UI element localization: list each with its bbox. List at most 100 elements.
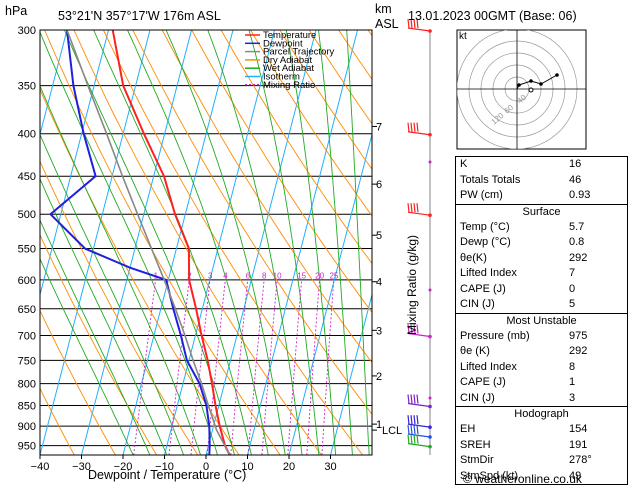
datetime-label: 13.01.2023 00GMT (Base: 06) xyxy=(408,9,577,23)
hodograph-frame xyxy=(456,29,587,150)
pressure-tick-label: 300 xyxy=(18,25,36,37)
surface-row: Lifted Index 7 xyxy=(460,267,576,279)
wind-barb-flag xyxy=(413,203,416,213)
wet-adiabat-line xyxy=(40,30,218,455)
legend-label: Parcel Trajectory xyxy=(263,47,335,58)
dry-adiabat-line xyxy=(73,30,322,455)
wet-adiabat-line xyxy=(40,84,201,455)
location-label: 53°21'N 357°17'W 176m ASL xyxy=(58,9,221,23)
dry-adiabat-line xyxy=(191,30,372,314)
wind-barb-flag xyxy=(410,18,413,29)
height-tick-label: 4 xyxy=(376,277,382,289)
mixing-ratio-line xyxy=(261,279,278,455)
dry-adiabat-line xyxy=(40,160,199,455)
wind-barb xyxy=(407,203,432,217)
wind-barb-flag xyxy=(410,122,413,132)
isotherm-line xyxy=(164,30,275,455)
wind-barb xyxy=(407,394,432,409)
mixing-ratio-label: 4 xyxy=(223,272,228,281)
isotherm-line xyxy=(0,30,26,455)
dry-adiabat-line xyxy=(161,30,372,364)
hodo-row: StmDir 278° xyxy=(460,454,592,466)
legend-label: Dewpoint xyxy=(263,38,303,49)
mixing-ratio-label: 8 xyxy=(262,272,267,281)
wet-adiabat-line xyxy=(248,30,320,455)
wind-barb-flag xyxy=(410,324,413,334)
wind-barb-dot xyxy=(428,425,432,429)
wet-adiabat-line xyxy=(40,133,185,455)
legend-label: Dry Adiabat xyxy=(263,55,312,66)
wet-adiabat-line xyxy=(40,219,151,455)
wet-adiabat-line xyxy=(346,30,370,455)
wind-barb-flag xyxy=(416,424,419,435)
wind-barb-flag xyxy=(410,203,413,213)
hodograph-point xyxy=(517,83,521,87)
mixing-ratio-line xyxy=(133,279,157,455)
legend-label: Wet Adiabat xyxy=(263,63,314,74)
most-unstable-title: Most Unstable xyxy=(506,314,577,327)
hodograph-stats-title: Hodograph xyxy=(514,408,569,420)
wind-barb-shaft xyxy=(407,433,431,438)
pressure-tick-label: 750 xyxy=(18,355,36,367)
hodograph-point xyxy=(555,73,559,77)
storm-motion-marker xyxy=(528,87,534,93)
wind-barb-dot xyxy=(428,435,432,439)
x-axis-title: Dewpoint / Temperature (°C) xyxy=(88,468,247,482)
index-row-pw: PW (cm) 0.93 xyxy=(460,189,591,201)
wind-barb-flag xyxy=(413,122,416,132)
wind-barb-flag xyxy=(416,434,419,444)
lcl-label: LCL xyxy=(382,425,402,437)
pressure-tick-label: 600 xyxy=(18,275,36,287)
mixing-ratio-line xyxy=(306,279,321,455)
isotherm-line xyxy=(205,30,317,455)
mixing-ratio-label: 10 xyxy=(273,272,282,281)
wind-barb-dot xyxy=(428,29,432,33)
dry-adiabat-line xyxy=(40,309,116,455)
wind-barb-flag xyxy=(407,394,410,404)
mixing-ratio-label: 25 xyxy=(329,272,338,281)
credit-link[interactable]: © weatheronline.co.uk xyxy=(463,472,582,486)
asl-unit-label: ASL xyxy=(375,17,399,31)
pressure-unit-label: hPa xyxy=(5,4,28,18)
wet-adiabat-line xyxy=(207,30,303,455)
mixing-ratio-line xyxy=(168,279,190,455)
isotherm-line xyxy=(40,30,68,137)
pressure-tick-label: 550 xyxy=(18,244,36,256)
mixing-ratio-axis-label: Mixing Ratio (g/kg) xyxy=(405,234,419,335)
mu-row: Lifted Index 8 xyxy=(460,360,576,373)
wind-barb-flag xyxy=(413,424,416,435)
temperature-tick-label: 30 xyxy=(324,461,336,473)
wind-barb-flag xyxy=(416,394,419,404)
temperature-tick-label: −30 xyxy=(72,461,91,473)
height-tick-label: 2 xyxy=(376,371,382,383)
height-tick-label: 1 xyxy=(376,419,382,431)
isotherm-line xyxy=(247,30,358,455)
mu-row: Pressure (mb) 975 xyxy=(460,329,588,342)
legend-label: Isotherm xyxy=(263,72,300,83)
wind-barb-flag xyxy=(416,122,419,132)
km-unit-label: km xyxy=(375,2,392,16)
wind-barb-flag xyxy=(407,415,410,425)
wind-barb-flag xyxy=(410,394,413,404)
isotherm-line xyxy=(122,30,234,455)
wind-barb-flag xyxy=(416,18,419,29)
temperature-line xyxy=(111,30,231,455)
wind-barb-flag xyxy=(413,324,416,334)
wind-barb-dot xyxy=(428,132,432,137)
hodo-row: EH 154 xyxy=(460,423,588,435)
dry-adiabat-line xyxy=(40,233,157,455)
index-row-k: K 16 xyxy=(460,158,582,170)
pressure-tick-label: 850 xyxy=(18,401,36,413)
wind-barb-shaft xyxy=(407,131,431,136)
wind-barb-shaft xyxy=(407,423,431,428)
isotherm-line xyxy=(40,30,109,297)
hodograph-point xyxy=(539,82,543,86)
panel-marker xyxy=(428,396,432,400)
wet-adiabat-line xyxy=(63,30,235,455)
wet-adiabat-line xyxy=(40,257,134,455)
wind-barb xyxy=(407,424,432,439)
index-row-totals: Totals Totals 46 xyxy=(460,173,582,186)
wind-barb-flag xyxy=(407,324,410,334)
wet-adiabat-line xyxy=(93,30,252,455)
mu-row: CIN (J) 3 xyxy=(460,391,576,404)
